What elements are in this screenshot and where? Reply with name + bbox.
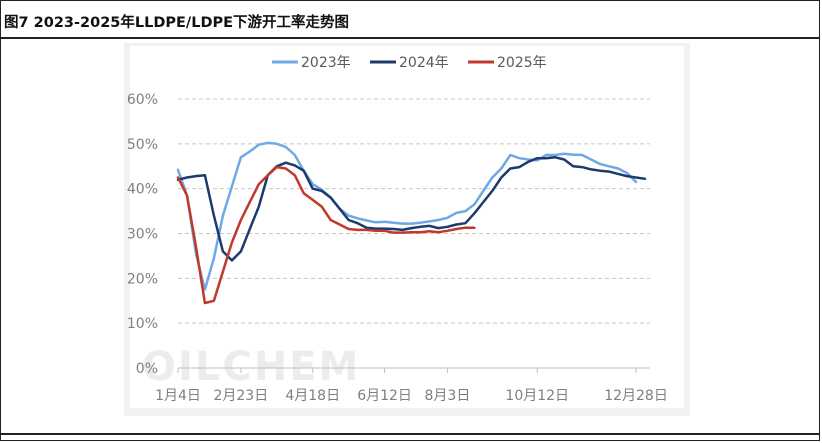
y-tick-label: 60% — [127, 92, 158, 108]
x-axis: 1月4日 2月23日 4月18日 6月12日 8月3日 10月12日 12月28日 — [155, 367, 668, 404]
x-tick-label: 1月4日 — [155, 388, 201, 404]
y-tick-label: 30% — [127, 227, 158, 243]
x-tick-label: 6月12日 — [357, 388, 412, 404]
chart-title: 图7 2023-2025年LLDPE/LDPE下游开工率走势图 — [4, 15, 350, 31]
series-line-2023年 — [176, 141, 638, 291]
y-tick-label: 10% — [127, 316, 158, 332]
legend: 2023年 2024年 2025年 — [272, 55, 547, 71]
series-lines — [176, 141, 647, 305]
series-line-2024年 — [176, 156, 647, 262]
x-tick-label: 12月28日 — [604, 388, 668, 404]
plot-area — [130, 46, 684, 408]
watermark-text: OILCHEM — [142, 344, 360, 390]
x-tick-label: 4月18日 — [285, 388, 340, 404]
legend-label: 2023年 — [301, 55, 351, 71]
x-tick-label: 10月12日 — [505, 388, 569, 404]
x-tick-label: 2月23日 — [213, 388, 268, 404]
y-tick-label: 50% — [127, 137, 158, 153]
series-line-2025年 — [176, 165, 476, 305]
title-bar: 图7 2023-2025年LLDPE/LDPE下游开工率走势图 — [0, 9, 820, 39]
y-tick-label: 40% — [127, 182, 158, 198]
y-tick-label: 0% — [136, 361, 158, 377]
legend-label: 2025年 — [497, 55, 547, 71]
y-tick-label: 20% — [127, 271, 158, 287]
y-axis-ticks: 0% 10% 20% 30% 40% 50% 60% — [127, 92, 158, 377]
legend-label: 2024年 — [399, 55, 449, 71]
bottom-rule — [0, 433, 820, 435]
x-tick-label: 8月3日 — [425, 388, 471, 404]
